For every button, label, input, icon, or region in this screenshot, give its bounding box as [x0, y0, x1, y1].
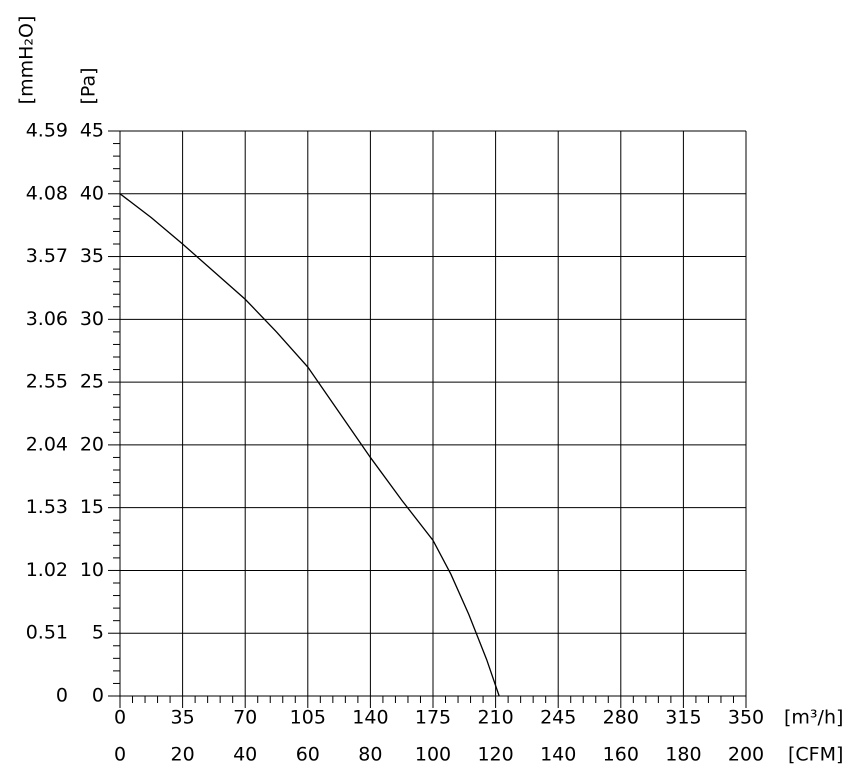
y2-tick-label: 0	[56, 685, 68, 707]
y-tick-label: 20	[80, 433, 104, 455]
x2-tick-label: 120	[477, 744, 513, 766]
x-tick-label: 210	[477, 707, 513, 729]
y-axis-title: [Pa]	[78, 67, 100, 104]
y2-tick-label: 2.04	[26, 433, 68, 455]
y2-axis-title: [mmH₂O]	[16, 16, 38, 105]
x2-tick-label: 80	[358, 744, 382, 766]
y2-tick-label: 1.53	[26, 496, 68, 518]
x-tick-label: 350	[728, 707, 764, 729]
x-tick-label: 175	[415, 707, 451, 729]
x2-tick-label: 60	[296, 744, 320, 766]
y-tick-label: 30	[80, 308, 104, 330]
x2-tick-label: 40	[233, 744, 257, 766]
x-tick-label: 70	[233, 707, 257, 729]
curve	[119, 193, 500, 697]
y2-tick-label: 0.51	[26, 622, 68, 644]
x2-tick-label: 100	[415, 744, 451, 766]
x-tick-label: 315	[665, 707, 701, 729]
y2-tick-label: 3.57	[26, 245, 68, 267]
y2-tick-label: 4.59	[26, 120, 68, 142]
x2-tick-label: 20	[171, 744, 195, 766]
y-tick-label: 25	[80, 371, 104, 393]
x2-tick-label: 180	[665, 744, 701, 766]
y-tick-label: 35	[80, 245, 104, 267]
y-tick-label: 40	[80, 182, 104, 204]
x2-tick-label: 200	[728, 744, 764, 766]
y2-tick-label: 3.06	[26, 308, 68, 330]
x2-tick-label: 0	[114, 744, 126, 766]
y2-tick-label: 1.02	[26, 559, 68, 581]
x2-tick-label: 160	[603, 744, 639, 766]
y-tick-label: 0	[92, 685, 104, 707]
y2-tick-label: 2.55	[26, 371, 68, 393]
x-axis-title: [m³/h]	[784, 707, 843, 729]
y-tick-label: 45	[80, 120, 104, 142]
x2-tick-label: 140	[540, 744, 576, 766]
x-tick-label: 140	[352, 707, 388, 729]
x2-axis-title: [CFM]	[788, 744, 843, 766]
y-tick-label: 10	[80, 559, 104, 581]
x-tick-label: 0	[114, 707, 126, 729]
y-tick-label: 15	[80, 496, 104, 518]
y2-tick-label: 4.08	[26, 182, 68, 204]
x-tick-label: 245	[540, 707, 576, 729]
x-tick-label: 35	[171, 707, 195, 729]
y-tick-label: 5	[92, 622, 104, 644]
x-tick-label: 105	[290, 707, 326, 729]
x-tick-label: 280	[603, 707, 639, 729]
